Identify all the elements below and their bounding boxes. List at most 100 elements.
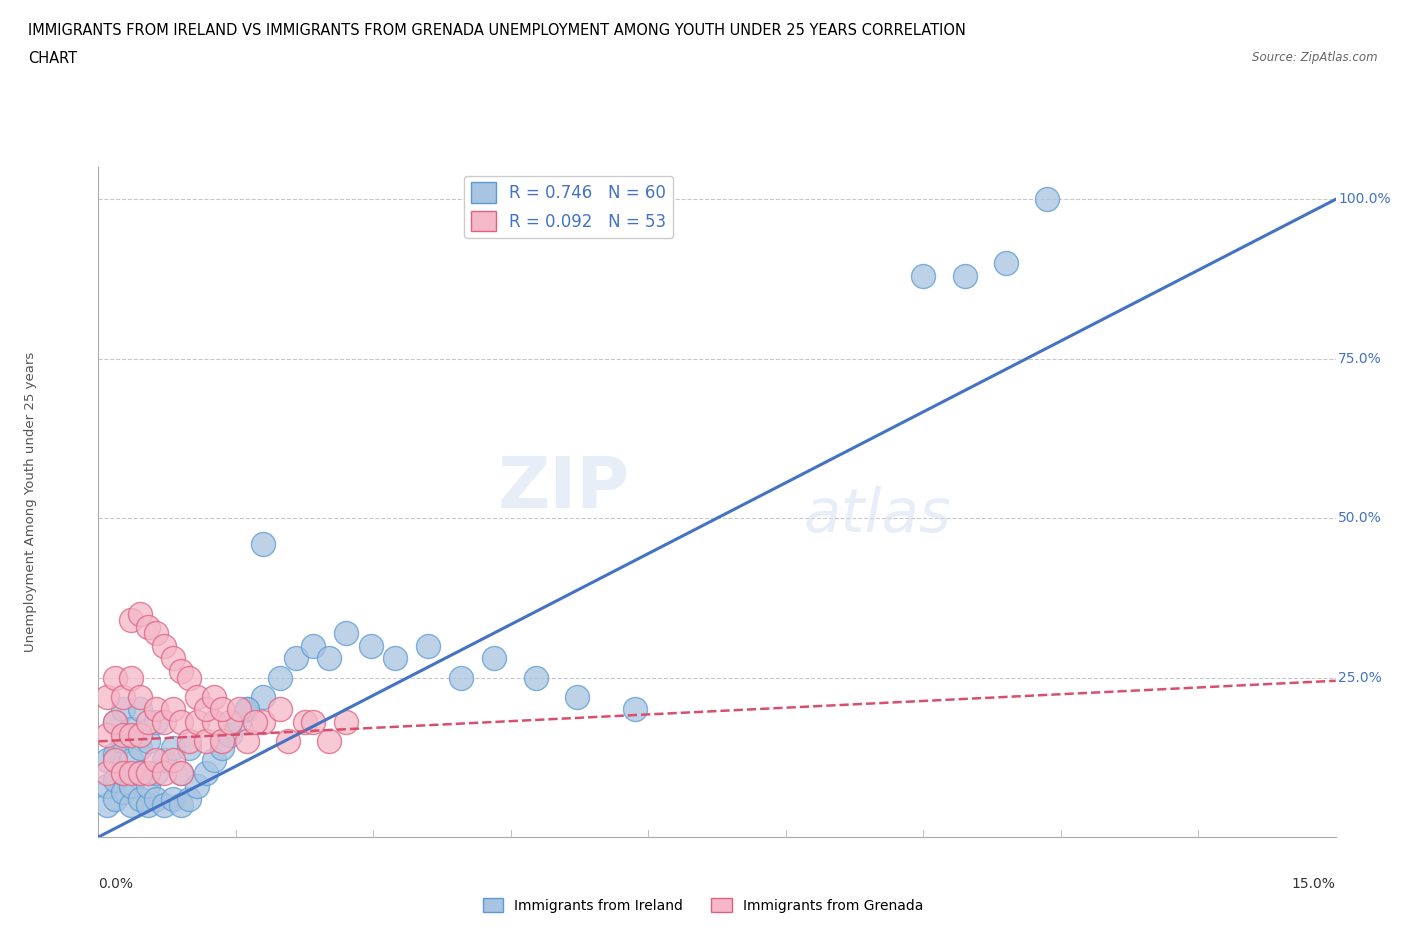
Point (120, 721, 142, 736)
Point (484, 651, 506, 666)
Point (128, 689, 150, 704)
Point (243, 715, 266, 730)
Point (236, 702, 259, 717)
Point (202, 715, 225, 730)
Text: 25.0%: 25.0% (1339, 671, 1382, 684)
Text: Unemployment Among Youth under 25 years: Unemployment Among Youth under 25 years (24, 352, 37, 652)
Point (236, 734, 259, 749)
Point (384, 651, 406, 666)
Point (186, 778, 208, 793)
Text: 75.0%: 75.0% (1339, 352, 1382, 365)
Point (128, 765, 150, 780)
Point (211, 702, 233, 717)
Point (136, 778, 159, 793)
Point (335, 715, 357, 730)
Point (202, 689, 225, 704)
Legend: Immigrants from Ireland, Immigrants from Grenada: Immigrants from Ireland, Immigrants from… (477, 893, 929, 919)
Point (136, 619, 159, 634)
Text: 100.0%: 100.0% (1339, 193, 1391, 206)
Point (179, 671, 201, 685)
Point (112, 765, 135, 780)
Point (912, 269, 935, 284)
Point (162, 791, 184, 806)
Point (252, 537, 274, 551)
Point (96, 753, 118, 768)
Point (202, 753, 225, 768)
Point (302, 715, 325, 730)
Point (128, 765, 150, 780)
Text: 0.0%: 0.0% (98, 877, 134, 891)
Point (994, 256, 1017, 271)
Point (96, 798, 118, 813)
Text: atlas: atlas (804, 486, 952, 545)
Point (170, 765, 193, 780)
Point (104, 671, 127, 685)
Point (120, 727, 142, 742)
Point (277, 734, 299, 749)
Point (128, 606, 150, 621)
Point (565, 689, 588, 704)
Point (96, 778, 118, 793)
Point (219, 727, 242, 742)
Point (145, 626, 167, 641)
Text: 50.0%: 50.0% (1339, 512, 1382, 525)
Point (96, 765, 118, 780)
Point (219, 715, 242, 730)
Point (128, 702, 150, 717)
Text: 15.0%: 15.0% (1292, 877, 1336, 891)
Point (194, 702, 217, 717)
Point (153, 715, 176, 730)
Point (335, 626, 357, 641)
Point (104, 791, 127, 806)
Point (112, 727, 135, 742)
Point (318, 651, 340, 666)
Point (211, 740, 233, 755)
Point (252, 715, 274, 730)
Point (104, 753, 127, 768)
Point (120, 778, 142, 793)
Point (179, 734, 201, 749)
Point (162, 753, 184, 768)
Point (104, 772, 127, 787)
Text: CHART: CHART (28, 51, 77, 66)
Point (170, 664, 193, 679)
Point (269, 671, 291, 685)
Point (136, 765, 159, 780)
Point (145, 715, 167, 730)
Point (136, 715, 159, 730)
Point (211, 734, 233, 749)
Point (179, 740, 201, 755)
Point (186, 715, 208, 730)
Point (450, 671, 472, 685)
Point (170, 715, 193, 730)
Point (120, 671, 142, 685)
Point (228, 702, 250, 717)
Point (360, 638, 382, 653)
Point (112, 689, 135, 704)
Point (294, 715, 316, 730)
Point (194, 734, 217, 749)
Point (179, 791, 201, 806)
Point (623, 702, 645, 717)
Legend: R = 0.746   N = 60, R = 0.092   N = 53: R = 0.746 N = 60, R = 0.092 N = 53 (464, 176, 673, 238)
Point (104, 747, 127, 762)
Point (285, 651, 308, 666)
Point (120, 798, 142, 813)
Point (136, 798, 159, 813)
Point (418, 638, 440, 653)
Point (145, 702, 167, 717)
Point (194, 765, 217, 780)
Point (228, 715, 250, 730)
Point (162, 651, 184, 666)
Point (153, 765, 176, 780)
Point (153, 798, 176, 813)
Point (252, 689, 274, 704)
Point (170, 798, 193, 813)
Point (318, 734, 340, 749)
Point (96, 689, 118, 704)
Point (112, 734, 135, 749)
Point (145, 765, 167, 780)
Point (120, 753, 142, 768)
Point (145, 791, 167, 806)
Text: Source: ZipAtlas.com: Source: ZipAtlas.com (1253, 51, 1378, 64)
